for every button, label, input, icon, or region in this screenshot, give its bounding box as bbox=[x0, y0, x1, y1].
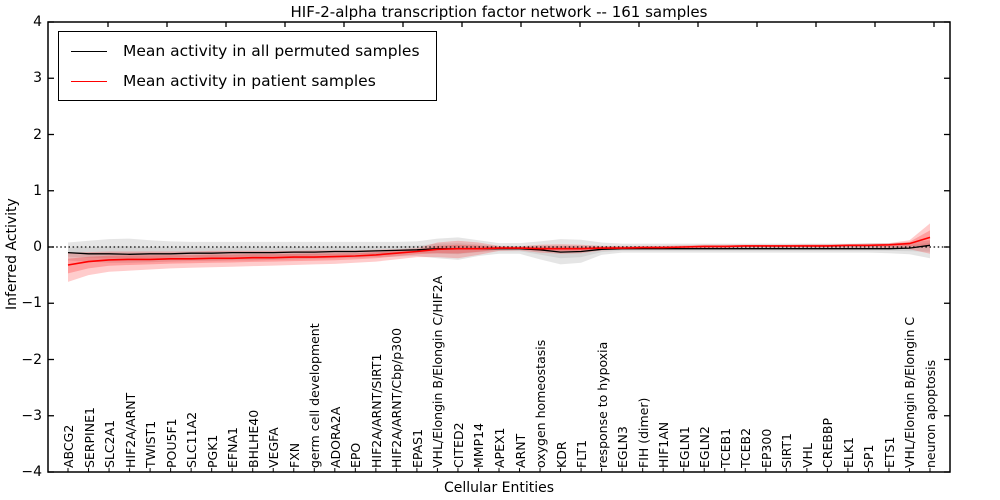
y-tick-label: 3 bbox=[33, 70, 42, 87]
x-category-label: SP1 bbox=[861, 444, 877, 468]
x-category-label: SERPINE1 bbox=[81, 407, 97, 468]
y-tick-label: −3 bbox=[21, 407, 42, 424]
x-category-label: ADORA2A bbox=[327, 406, 343, 468]
x-category-label: HIF2A/ARNT bbox=[122, 392, 138, 468]
legend-label: Mean activity in patient samples bbox=[123, 72, 376, 90]
y-tick-label: −1 bbox=[21, 295, 42, 312]
x-category-label: EFNA1 bbox=[225, 427, 241, 468]
x-category-label: TCEB1 bbox=[717, 427, 733, 468]
x-category-label: VEGFA bbox=[266, 427, 282, 468]
x-category-label: SLC11A2 bbox=[184, 411, 200, 468]
x-category-label: germ cell development bbox=[307, 323, 323, 468]
x-category-label: neuron apoptosis bbox=[923, 359, 938, 468]
x-category-label: oxygen homeostasis bbox=[533, 339, 549, 468]
x-category-label: ETS1 bbox=[881, 436, 897, 468]
x-category-label: TCEB2 bbox=[738, 427, 754, 468]
x-category-label: BHLHE40 bbox=[245, 409, 261, 468]
y-tick-label: 4 bbox=[33, 14, 42, 30]
y-tick-label: −2 bbox=[21, 351, 42, 368]
x-category-label: CITED2 bbox=[450, 422, 466, 468]
legend: Mean activity in all permuted samples Mea… bbox=[58, 31, 437, 101]
x-category-label: EPAS1 bbox=[409, 428, 425, 468]
x-category-label: MMP14 bbox=[471, 422, 487, 468]
x-category-label: FXN bbox=[286, 442, 302, 468]
x-category-label: CREBBP bbox=[820, 418, 836, 468]
x-category-label: POU5F1 bbox=[163, 418, 179, 468]
x-category-label: ABCG2 bbox=[61, 424, 76, 468]
x-category-label: EGLN1 bbox=[676, 426, 692, 468]
legend-line-sample bbox=[71, 80, 107, 82]
x-category-label: FIH (dimer) bbox=[635, 397, 651, 468]
x-category-label: VHL bbox=[799, 443, 815, 468]
legend-label: Mean activity in all permuted samples bbox=[123, 42, 420, 60]
x-category-label: SIRT1 bbox=[779, 433, 795, 468]
legend-line-sample bbox=[71, 50, 107, 52]
x-category-label: HIF2A/ARNT/SIRT1 bbox=[368, 353, 384, 468]
x-category-label: HIF2A/ARNT/Cbp/p300 bbox=[389, 327, 405, 468]
x-category-label: ELK1 bbox=[840, 436, 856, 468]
y-tick-label: 0 bbox=[33, 239, 42, 255]
x-category-label: EP300 bbox=[758, 428, 774, 468]
x-category-label: VHL/Elongin B/Elongin C bbox=[902, 316, 918, 468]
y-tick-label: 1 bbox=[33, 182, 42, 199]
x-axis-label: Cellular Entities bbox=[443, 480, 555, 496]
x-category-label: KDR bbox=[553, 441, 569, 468]
legend-entry: Mean activity in patient samples bbox=[71, 69, 420, 93]
x-category-label: PGK1 bbox=[204, 434, 220, 468]
y-tick-label: −4 bbox=[21, 464, 42, 480]
x-category-label: ARNT bbox=[512, 433, 528, 468]
x-category-label: SLC2A1 bbox=[102, 419, 118, 468]
x-category-label: EGLN2 bbox=[697, 426, 713, 468]
x-category-label: EPO bbox=[348, 442, 364, 468]
x-category-label: VHL/Elongin B/Elongin C/HIF2A bbox=[430, 275, 446, 468]
x-category-label: EGLN3 bbox=[615, 426, 631, 468]
x-category-label: response to hypoxia bbox=[594, 341, 610, 468]
x-category-label: FLT1 bbox=[574, 439, 590, 468]
legend-entry: Mean activity in all permuted samples bbox=[71, 39, 420, 63]
chart-title: HIF-2-alpha transcription factor network… bbox=[290, 3, 708, 21]
patient-mean-line bbox=[67, 236, 931, 266]
y-tick-label: 2 bbox=[33, 126, 42, 143]
y-axis-label: Inferred Activity bbox=[4, 198, 20, 310]
x-category-label: HIF1AN bbox=[656, 421, 672, 468]
x-category-label: APEX1 bbox=[492, 427, 507, 468]
x-category-label: TWIST1 bbox=[143, 420, 159, 468]
